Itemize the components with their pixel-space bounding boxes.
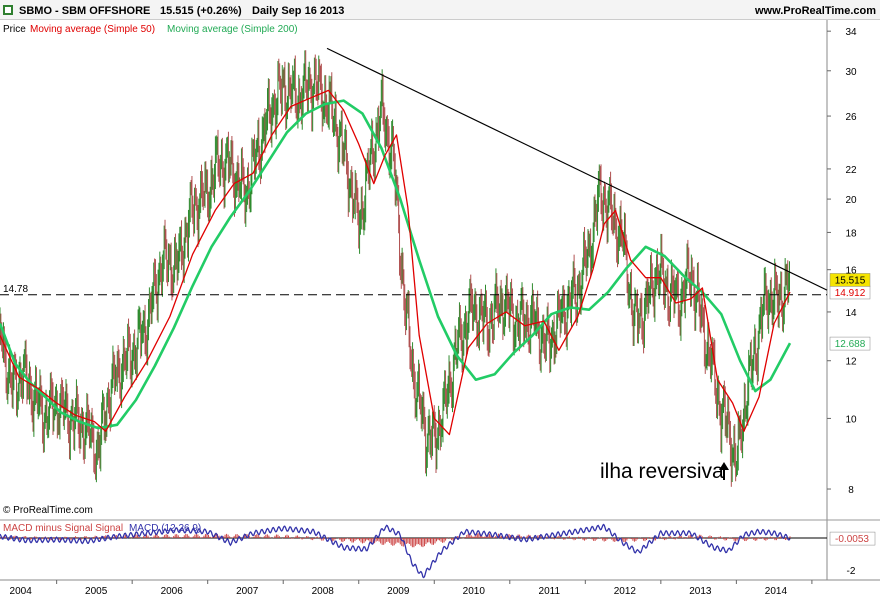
- legend-price: Price: [3, 24, 26, 35]
- period-text[interactable]: Daily Sep 16 2013: [252, 5, 344, 17]
- legend-ma200: Moving average (Simple 200): [167, 24, 298, 35]
- y-tick-label: 10: [845, 414, 857, 425]
- macd-y-tick-label: -2: [847, 566, 856, 577]
- ma50-line: [0, 89, 791, 436]
- ma200-last-value: 12.688: [835, 339, 866, 350]
- x-tick-label: 2007: [236, 586, 259, 597]
- header-bar: [0, 0, 880, 20]
- y-tick-label: 16: [845, 266, 857, 277]
- price-plot: 14.78 12.688 14.912 15.515: [0, 47, 871, 487]
- ma200-line: [0, 99, 792, 430]
- macd-legend-macd: MACD (12 26 9): [129, 523, 201, 534]
- price-y-axis: 8 10 12 14 16 18 20 22 26 30 34: [827, 27, 857, 496]
- y-tick-label: 8: [848, 485, 854, 496]
- price-last-value-box: [829, 273, 871, 287]
- macd-legend-signal: MACD minus Signal Signal: [3, 523, 123, 534]
- time-x-axis: 2004 2005 2006 2007 2008 2009 2010 2011 2012 2013…: [10, 580, 813, 597]
- annotation-arrow-icon: [719, 462, 729, 480]
- x-tick-label: 2011: [539, 586, 561, 597]
- x-tick-label: 2008: [312, 586, 335, 597]
- x-tick-label: 2006: [161, 586, 184, 597]
- y-tick-label: 22: [845, 165, 857, 176]
- y-tick-label: 14: [845, 308, 857, 319]
- header-divider: [0, 19, 880, 20]
- symbol-title: SBMO - SBM OFFSHORE: [19, 5, 150, 17]
- instrument-logo-icon-inner: [5, 7, 11, 13]
- y-tick-label: 18: [845, 228, 857, 239]
- y-tick-label: 34: [845, 27, 857, 38]
- x-tick-label: 2013: [689, 586, 712, 597]
- x-tick-label: 2014: [765, 586, 788, 597]
- horizontal-level-label: 14.78: [3, 284, 28, 295]
- x-tick-label: 2010: [463, 586, 486, 597]
- y-tick-label: 30: [845, 67, 857, 78]
- x-tick-label: 2012: [614, 586, 637, 597]
- y-tick-label: 26: [845, 112, 857, 123]
- y-tick-label: 12: [845, 357, 857, 368]
- ma50-last-value: 14.912: [835, 288, 866, 299]
- site-link[interactable]: www.ProRealTime.com: [754, 5, 876, 17]
- y-tick-label: 20: [845, 195, 857, 206]
- macd-line: [0, 523, 791, 579]
- x-tick-label: 2009: [387, 586, 410, 597]
- trendline: [326, 47, 828, 291]
- macd-last-value: -0.0053: [835, 534, 869, 545]
- quote-text: 15.515 (+0.26%): [160, 5, 242, 17]
- macd-plot: -2 -0.0053: [0, 523, 876, 579]
- macd-last-value-box: [829, 531, 876, 546]
- copyright-text: © ProRealTime.com: [3, 505, 93, 516]
- x-tick-label: 2005: [85, 586, 108, 597]
- legend-ma50: Moving average (Simple 50): [30, 24, 155, 35]
- price-last-value: 15.515: [835, 275, 866, 286]
- annotation-text: ilha reversiva: [600, 460, 724, 483]
- ma200-last-value-box: [829, 336, 871, 351]
- x-tick-label: 2004: [10, 586, 33, 597]
